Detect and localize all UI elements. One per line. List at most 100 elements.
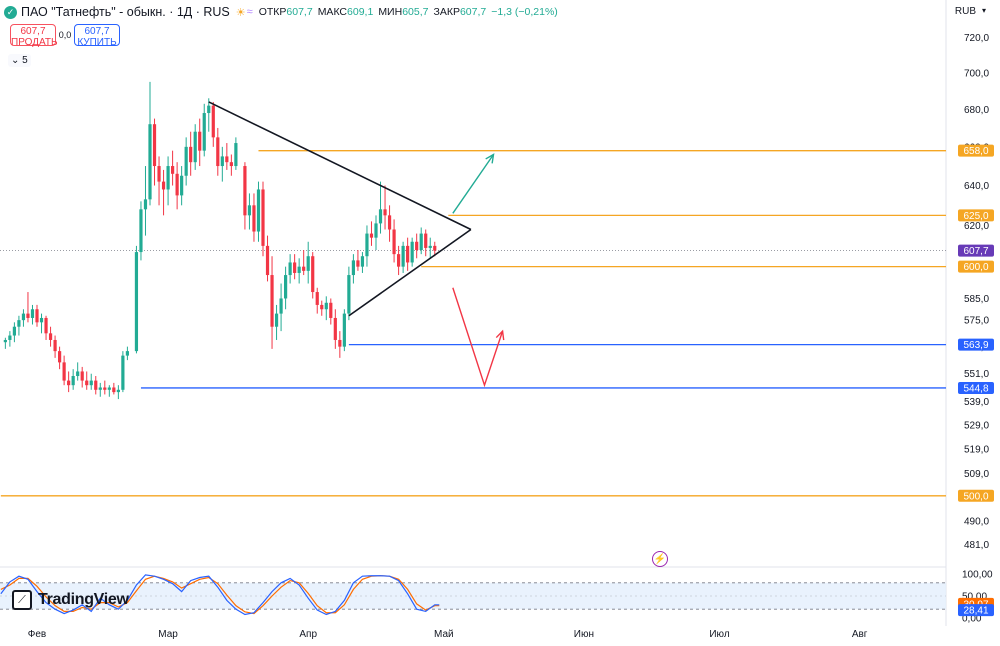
price-tick-label: 700,0 (964, 68, 989, 79)
time-tick-label: Апр (299, 629, 317, 640)
indicators-collapse-button[interactable]: ⌄ 5 (8, 54, 31, 67)
forecast-arrow-head (495, 329, 505, 341)
price-tick-label: 490,0 (964, 517, 989, 528)
candle-body (17, 320, 21, 327)
candle-body (53, 339, 57, 352)
candle-body (378, 209, 383, 224)
tradingview-logo: ⟋ TradingView (12, 590, 129, 610)
time-tick-label: Июл (709, 629, 729, 640)
tradingview-logo-icon: ⟋ (12, 590, 32, 610)
close-value: ЗАКР607,7 (433, 6, 487, 18)
candle-body (8, 335, 12, 340)
candle-body (180, 175, 184, 196)
candle-body (347, 275, 351, 314)
candle-body (112, 387, 116, 393)
candle-body (284, 275, 288, 299)
candle-body (121, 355, 125, 390)
candle-body (387, 215, 392, 230)
candle-body (297, 266, 301, 273)
buy-price: 607,7 (84, 26, 110, 37)
candle-body (320, 304, 324, 310)
candle-body (12, 326, 16, 336)
oscillator-value-label: 28,41 (963, 606, 988, 617)
candle-body (356, 260, 360, 267)
trade-buttons: 607,7 ПРОДАТЬ 0,0 607,7 КУПИТЬ (10, 24, 120, 48)
candle-body (311, 256, 315, 293)
oscillator-tick-label: 100,00 (962, 570, 993, 581)
candle-body (125, 351, 129, 356)
level-price-label: 500,0 (963, 491, 988, 502)
level-price-tag (958, 209, 994, 222)
sell-price: 607,7 (20, 26, 46, 37)
candle-body (351, 260, 355, 276)
candle-body (383, 209, 387, 216)
candle-body (207, 105, 211, 114)
candle-body (116, 389, 120, 393)
candle-body (315, 292, 319, 305)
oscillator-tick-label: 50,00 (962, 592, 987, 603)
candle-body (274, 313, 279, 327)
candle-body (143, 199, 148, 210)
currency-selector[interactable]: RUB (954, 6, 976, 17)
candle-body (107, 387, 111, 390)
candle-body (229, 162, 233, 167)
price-tick-label: 585,0 (964, 294, 989, 305)
buy-label: КУПИТЬ (77, 37, 117, 48)
lightning-icon[interactable]: ⚡ (652, 551, 668, 567)
symbol-title[interactable]: ПАО "Татнефть" - обыкн. · 1Д · RUS (21, 5, 230, 19)
candle-body (98, 387, 102, 390)
candle-body (342, 313, 346, 347)
wave-icon: ≈ (246, 6, 253, 18)
time-tick-label: Мар (158, 629, 178, 640)
candle-body (76, 371, 80, 377)
forecast-arrow (452, 154, 495, 214)
sell-label: ПРОДАТЬ (11, 37, 58, 48)
spread-value: 0,0 (58, 30, 72, 40)
forecast-arrow (452, 287, 504, 388)
oscillator-d-line (0, 575, 440, 615)
candle-body (184, 146, 188, 176)
candle-body (365, 233, 369, 257)
sell-button[interactable]: 607,7 ПРОДАТЬ (10, 24, 58, 48)
candle-body (324, 302, 328, 310)
candle-body (148, 124, 152, 200)
symbol-header: ✓ ПАО "Татнефть" - обыкн. · 1Д · RUS ☀ ≈… (4, 4, 558, 20)
candle-body (397, 254, 401, 267)
forecast-arrow-head (485, 153, 495, 164)
level-price-tag (958, 260, 994, 273)
level-price-label: 563,9 (963, 340, 988, 351)
indicators-count: 5 (22, 55, 28, 66)
level-price-label: 600,0 (963, 262, 988, 273)
price-tick-label: 529,0 (964, 420, 989, 431)
candle-body (157, 166, 161, 182)
trendline (208, 101, 472, 231)
candle-body (44, 317, 48, 334)
chevron-down-icon[interactable]: ▾ (981, 6, 986, 15)
price-tick-label: 575,0 (964, 316, 989, 327)
candle-body (58, 351, 62, 363)
candle-body (428, 245, 432, 248)
price-tick-label: 539,0 (964, 397, 989, 408)
level-price-label: 544,8 (963, 383, 988, 394)
sun-icon: ☀ (235, 6, 246, 19)
candle-body (48, 333, 53, 340)
candle-body (410, 241, 414, 263)
candle-body (193, 131, 197, 163)
candle-body (189, 146, 193, 163)
price-tick-label: 640,0 (964, 181, 989, 192)
candle-body (39, 317, 44, 323)
candle-body (152, 124, 157, 167)
candle-body (424, 233, 428, 248)
candle-body (302, 266, 306, 271)
candle-body (338, 339, 342, 347)
candle-body (139, 209, 143, 253)
tatneft-logo-icon: ✓ (4, 5, 17, 19)
candle-body (392, 229, 396, 255)
candle-body (198, 131, 202, 151)
buy-button[interactable]: 607,7 КУПИТЬ (74, 24, 120, 48)
oscillator-k-line (0, 574, 440, 616)
candle-body (62, 362, 66, 381)
candle-body (175, 173, 179, 196)
candle-body (360, 256, 365, 267)
